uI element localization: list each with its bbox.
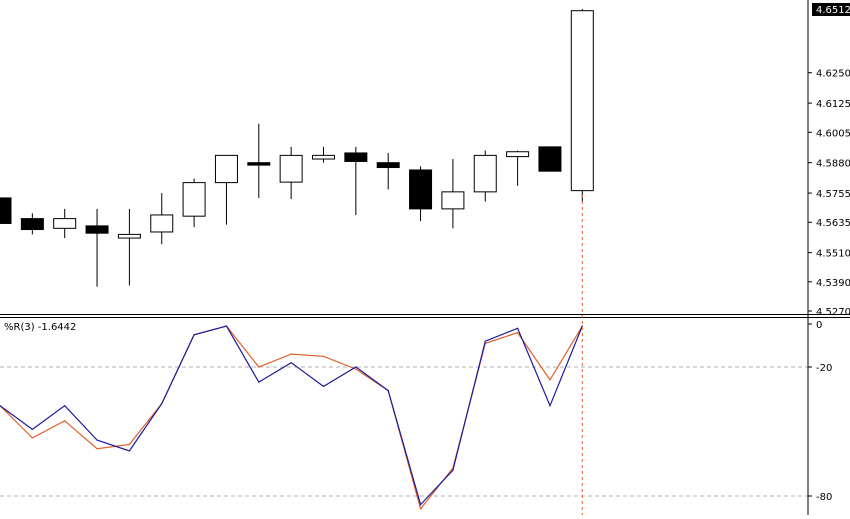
indicator-tick-label: 0 <box>816 320 822 331</box>
indicator-point <box>96 439 98 441</box>
indicator-tick-label: -20 <box>816 363 832 374</box>
candle-body <box>117 233 141 239</box>
candle-body <box>506 151 530 158</box>
indicator-point <box>322 355 325 357</box>
candle-body <box>473 154 497 193</box>
candle-body <box>182 182 206 217</box>
indicator-point <box>161 402 163 405</box>
candle-body <box>279 154 303 183</box>
indicator-point <box>517 327 519 329</box>
indicator-point <box>64 405 66 407</box>
indicator-panel: 0 -20 -80 %R(3) -1.6442 <box>0 320 832 511</box>
indicator-point <box>128 443 130 445</box>
candle-body <box>312 154 335 160</box>
price-panel <box>0 9 594 287</box>
indicator-point <box>355 368 357 370</box>
price-tick-label: 4.6005 <box>816 128 850 139</box>
indicator-label: %R(3) -1.6442 <box>4 322 76 333</box>
candle-body <box>0 197 12 224</box>
price-tick-label: 4.5755 <box>816 189 850 200</box>
indicator-point <box>31 428 33 430</box>
price-tick-label: 4.5635 <box>816 218 850 229</box>
indicator-point <box>128 450 130 452</box>
indicator-point <box>322 385 325 387</box>
indicator-tick-label: -80 <box>816 492 832 503</box>
indicator-point <box>64 420 66 422</box>
indicator-point <box>355 366 357 368</box>
price-tick-label: 4.5880 <box>816 159 850 170</box>
indicator-point <box>581 325 583 327</box>
indicator-point <box>96 448 98 450</box>
indicator-point <box>258 381 260 383</box>
price-tick-label: 4.5270 <box>816 307 850 318</box>
indicator-point <box>484 340 486 342</box>
candle-body <box>376 162 400 169</box>
indicator-point <box>31 437 33 439</box>
indicator-point <box>387 390 389 392</box>
price-tick-label: 4.5390 <box>816 278 850 289</box>
candle-body <box>150 214 174 233</box>
candle-body <box>570 10 594 192</box>
indicator-point <box>419 508 422 510</box>
price-tick-label: 4.6125 <box>816 99 850 110</box>
indicator-point <box>258 366 260 368</box>
indicator-point <box>549 405 551 407</box>
indicator-point <box>290 362 292 364</box>
candle-body <box>409 169 433 210</box>
indicator-point <box>193 334 195 336</box>
candle-body <box>538 146 562 172</box>
candle-body <box>247 162 271 166</box>
indicator-point <box>419 504 422 506</box>
indicator-point <box>225 325 228 327</box>
indicator-point <box>452 469 454 471</box>
indicator-point <box>517 332 519 334</box>
candle-body <box>85 225 109 234</box>
indicator-point <box>290 353 292 355</box>
indicator-series-line <box>0 325 583 506</box>
price-tick-label: 4.6250 <box>816 69 850 80</box>
current-price-label: 4.6512 <box>816 5 850 16</box>
indicator-point <box>0 405 1 407</box>
indicator-point <box>549 379 551 381</box>
current-price-box <box>812 3 850 16</box>
candle-body <box>344 152 368 162</box>
price-tick-label: 4.5510 <box>816 249 850 260</box>
candle-body <box>20 218 44 231</box>
candle-body <box>53 218 77 229</box>
candle-body <box>214 154 238 184</box>
candle-body <box>441 191 465 210</box>
